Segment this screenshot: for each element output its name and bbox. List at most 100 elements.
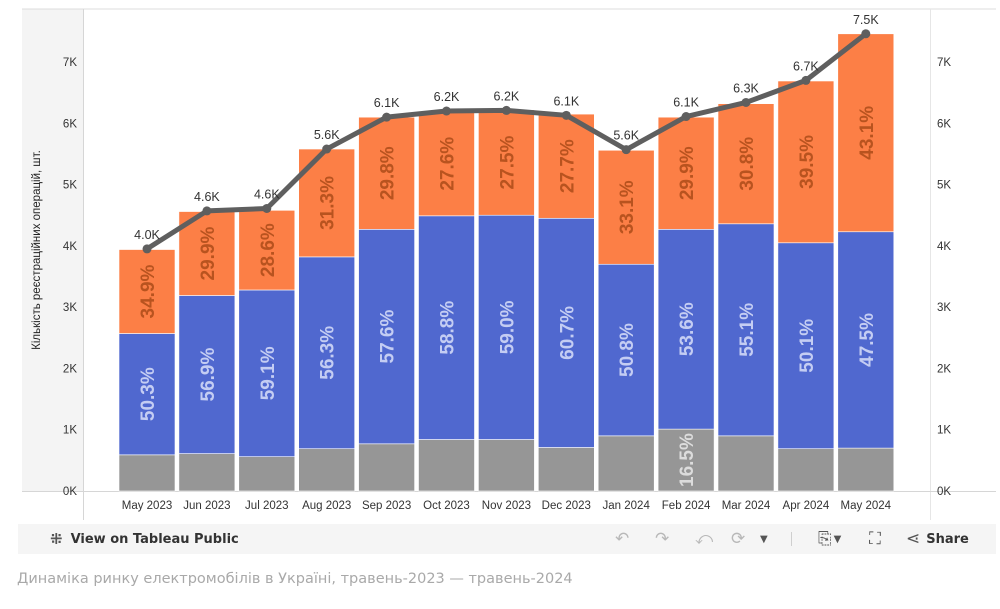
dropdown-arrow-icon: ▼ xyxy=(760,533,768,545)
bar-segment xyxy=(238,456,296,492)
bar-data-label: 50.8% xyxy=(617,323,638,377)
bar-data-label: 29.8% xyxy=(378,146,399,200)
x-tick-label: Mar 2024 xyxy=(722,500,771,512)
x-tick-label: Apr 2024 xyxy=(783,500,830,512)
bar-segment xyxy=(418,439,475,492)
line-data-label: 6.2K xyxy=(494,89,520,103)
line-data-label: 6.1K xyxy=(374,96,400,110)
bar-data-label: 53.6% xyxy=(677,302,698,356)
share-button[interactable]: ⋖ Share xyxy=(906,524,969,554)
bar-segment xyxy=(597,263,655,437)
share-icon: ⋖ xyxy=(906,529,921,549)
y-tick-label-right: 7K xyxy=(937,57,951,69)
bar-segment xyxy=(358,116,415,230)
line-point xyxy=(861,29,871,39)
line-point xyxy=(741,97,751,107)
y-tick-label-right: 3K xyxy=(937,302,951,314)
line-point xyxy=(442,106,451,116)
bar-segment xyxy=(178,295,236,454)
undo-icon: ↶ xyxy=(615,529,630,549)
download-button[interactable]: ⎘ ▼ xyxy=(818,524,841,554)
bar-segment xyxy=(537,113,595,219)
line-point xyxy=(142,244,152,254)
x-tick-label: Dec 2023 xyxy=(542,500,591,512)
line-data-label: 5.6K xyxy=(613,129,639,143)
x-tick-label: May 2024 xyxy=(841,500,892,512)
bar-segment xyxy=(657,229,715,430)
bar-data-label: 58.8% xyxy=(438,301,459,355)
y-tick-label-left: 3K xyxy=(63,302,77,314)
line-point xyxy=(681,112,691,122)
bar-segment xyxy=(358,229,415,445)
bar-data-label: 57.6% xyxy=(378,310,399,364)
line-point xyxy=(202,206,212,216)
x-tick-label: Oct 2023 xyxy=(423,500,470,512)
y-tick-label-right: 5K xyxy=(937,180,951,192)
refresh-dropdown-button[interactable]: ▼ xyxy=(760,524,768,554)
download-icon: ⎘ xyxy=(818,529,832,549)
line-data-label: 7.5K xyxy=(853,13,879,27)
bar-data-label: 27.7% xyxy=(557,139,578,193)
bar-segment xyxy=(777,448,835,492)
bar-data-label: 29.9% xyxy=(677,146,698,200)
view-on-tableau-button[interactable]: ⁜ View on Tableau Public xyxy=(50,524,239,554)
y-tick-label-right: 0K xyxy=(937,486,951,498)
x-tick-label: May 2023 xyxy=(122,500,173,512)
fullscreen-icon: ⛶ xyxy=(869,529,881,549)
line-point xyxy=(801,75,811,85)
y-tick-label-left: 2K xyxy=(63,363,77,375)
bar-data-label: 50.1% xyxy=(797,319,818,373)
revert-button[interactable]: ⤺ xyxy=(695,524,713,554)
line-data-label: 4.6K xyxy=(254,187,280,201)
bar-data-label: 16.5% xyxy=(677,433,698,487)
line-data-label: 5.6K xyxy=(314,128,340,142)
fullscreen-button[interactable]: ⛶ xyxy=(869,524,881,554)
bar-data-label: 55.1% xyxy=(737,303,758,357)
bar-data-label: 50.3% xyxy=(138,367,159,421)
bar-segment xyxy=(418,111,475,217)
bar-segment xyxy=(478,214,535,440)
bar-data-label: 39.5% xyxy=(797,135,818,189)
y-tick-label-left: 0K xyxy=(63,486,77,498)
bar-segment xyxy=(657,116,715,230)
x-tick-label: Jul 2023 xyxy=(245,500,288,512)
chart: Кількість реєстраційних операцій, шт. 0K… xyxy=(22,8,996,520)
tableau-toolbar: ⁜ View on Tableau Public ↶ ↷ ⤺ ⟳ ▼ ⎘ ▼ ⛶ … xyxy=(18,524,996,554)
redo-button[interactable]: ↷ xyxy=(655,524,669,554)
y-tick-label-left: 4K xyxy=(63,241,77,253)
line-point xyxy=(382,112,392,122)
tableau-logo-icon: ⁜ xyxy=(50,530,63,548)
line-point xyxy=(621,145,631,155)
bar-data-label: 56.3% xyxy=(318,326,339,380)
bar-data-label: 34.9% xyxy=(138,264,159,318)
bar-segment xyxy=(717,435,775,492)
y-tick-label-left: 1K xyxy=(63,425,77,437)
refresh-icon: ⟳ xyxy=(731,529,746,549)
bar-segment xyxy=(118,249,176,334)
share-label: Share xyxy=(926,531,969,547)
refresh-button[interactable]: ⟳ xyxy=(731,524,745,554)
bar-segment xyxy=(717,103,775,225)
bar-segment xyxy=(478,109,535,216)
bar-data-label: 60.7% xyxy=(557,306,578,360)
bar-segment xyxy=(118,454,176,492)
undo-button[interactable]: ↶ xyxy=(615,524,629,554)
line-data-label: 6.3K xyxy=(733,81,759,95)
bar-segment xyxy=(537,217,595,448)
x-tick-label: Jun 2023 xyxy=(183,500,230,512)
y-tick-label-left: 7K xyxy=(63,57,77,69)
bar-segment xyxy=(837,447,895,492)
view-on-tableau-label: View on Tableau Public xyxy=(70,531,239,547)
bar-segment xyxy=(597,435,655,492)
line-data-label: 6.1K xyxy=(553,94,579,108)
left-axis-panel xyxy=(22,9,83,491)
bar-segment xyxy=(478,439,535,492)
line-point xyxy=(322,144,332,154)
x-tick-label: Feb 2024 xyxy=(662,500,711,512)
bar-data-label: 27.6% xyxy=(438,137,459,191)
toolbar-separator xyxy=(791,532,792,546)
bar-segment xyxy=(537,447,595,492)
bar-data-label: 28.6% xyxy=(258,223,279,277)
y-tick-label-right: 1K xyxy=(937,425,951,437)
y-axis-title: Кількість реєстраційних операцій, шт. xyxy=(31,150,43,350)
